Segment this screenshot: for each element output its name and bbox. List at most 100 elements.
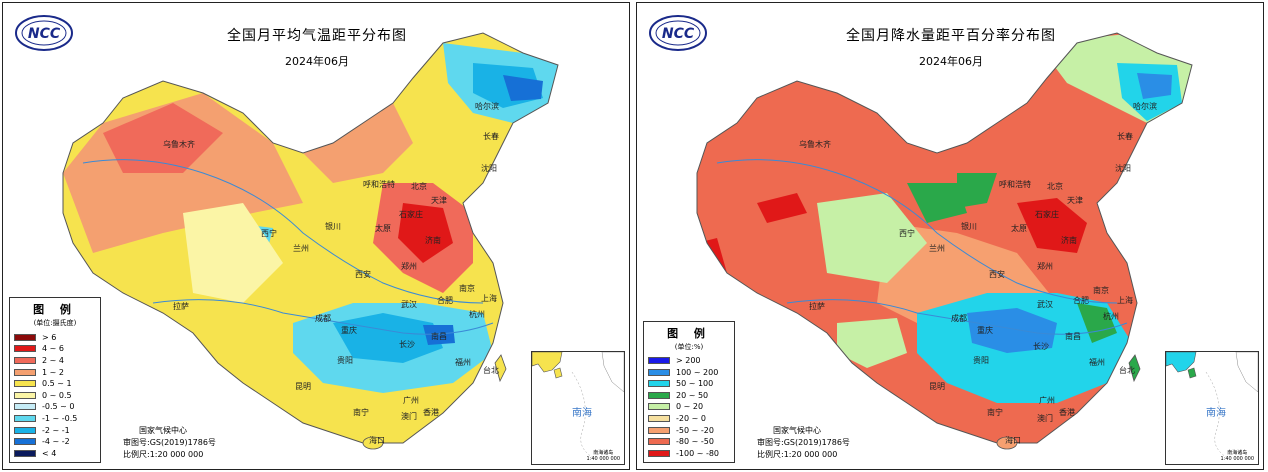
legend-item: 0 ~ 0.5 xyxy=(10,389,100,401)
city-label: 合肥 xyxy=(437,296,453,305)
legend-item: -20 ~ 0 xyxy=(644,413,734,425)
precipitation-map-subtitle: 2024年06月 xyxy=(919,55,983,68)
city-label: 广州 xyxy=(403,396,419,405)
inset-map xyxy=(532,352,624,458)
city-label: 南宁 xyxy=(987,408,1003,417)
legend-swatch xyxy=(648,368,670,376)
temperature-map xyxy=(62,32,559,450)
city-label: 南京 xyxy=(459,284,475,293)
legend-swatch xyxy=(14,414,36,422)
legend-item: -80 ~ -50 xyxy=(644,436,734,448)
legend-unit: (单位:%) xyxy=(674,342,704,351)
city-label: 澳门 xyxy=(401,412,417,421)
city-label: 上海 xyxy=(481,294,497,303)
city-label: 沈阳 xyxy=(481,164,497,173)
svg-text:NCC: NCC xyxy=(28,26,61,42)
city-label: 西宁 xyxy=(899,229,915,238)
city-label: 长沙 xyxy=(1033,342,1049,351)
legend-swatch xyxy=(648,403,670,411)
city-label: 济南 xyxy=(1061,236,1077,245)
legend-swatch xyxy=(14,333,36,341)
city-label: 台北 xyxy=(483,366,499,375)
legend-swatch xyxy=(14,438,36,446)
city-label: 哈尔滨 xyxy=(475,102,499,111)
legend-item: 4 ~ 6 xyxy=(10,343,100,355)
city-label: 武汉 xyxy=(401,300,417,309)
city-label: 郑州 xyxy=(401,262,417,271)
legend-swatch xyxy=(14,368,36,376)
legend-item: -1 ~ -0.5 xyxy=(10,413,100,425)
inset-scale: 南海诸岛 1:40 000 000 xyxy=(1220,450,1255,462)
city-label: 乌鲁木齐 xyxy=(163,140,195,149)
precipitation-map xyxy=(696,32,1193,450)
legend-item: -2 ~ -1 xyxy=(10,424,100,436)
legend-item: 100 ~ 200 xyxy=(644,366,734,378)
city-label: 兰州 xyxy=(293,244,309,253)
city-label: 重庆 xyxy=(977,326,993,335)
city-label: 南京 xyxy=(1093,286,1109,295)
city-label: 杭州 xyxy=(469,310,485,319)
city-label: 石家庄 xyxy=(1035,210,1059,219)
city-label: 郑州 xyxy=(1037,262,1053,271)
map-credits: 国家气候中心 审图号:GS(2019)1786号 比例尺:1:20 000 00… xyxy=(123,425,216,461)
legend-swatch xyxy=(648,414,670,422)
legend-item: -0.5 ~ 0 xyxy=(10,401,100,413)
inset-sea-label: 南海 xyxy=(1206,408,1226,419)
map-credits: 国家气候中心 审图号:GS(2019)1786号 比例尺:1:20 000 00… xyxy=(757,425,850,461)
city-label: 广州 xyxy=(1039,396,1055,405)
city-label: 天津 xyxy=(1067,196,1083,205)
legend-swatch xyxy=(648,380,670,388)
temperature-map-title: 全国月平均气温距平分布图 xyxy=(227,28,407,44)
inset-map xyxy=(1166,352,1258,458)
city-label: 天津 xyxy=(431,196,447,205)
precipitation-legend: 图 例 (单位:%) > 200 100 ~ 200 50 ~ 100 20 ~… xyxy=(643,320,735,463)
city-label: 海口 xyxy=(1005,436,1021,445)
city-label: 昆明 xyxy=(295,382,311,391)
city-label: 太原 xyxy=(375,224,391,233)
city-label: 西宁 xyxy=(261,229,277,238)
legend-swatch xyxy=(648,426,670,434)
precipitation-map-title: 全国月降水量距平百分率分布图 xyxy=(846,28,1056,44)
city-label: 武汉 xyxy=(1037,300,1053,309)
city-label: 上海 xyxy=(1117,296,1133,305)
inset-sea-label: 南海 xyxy=(572,408,592,419)
city-label: 西安 xyxy=(989,270,1005,279)
legend-swatch xyxy=(14,391,36,399)
city-label: 西安 xyxy=(355,270,371,279)
credits-center: 国家气候中心 xyxy=(139,426,187,435)
precipitation-map-panel: NCC 全国月降水量距平百分率分布图 2024年06月 哈尔滨 长春 沈阳 呼和… xyxy=(636,2,1264,470)
legend-swatch xyxy=(14,426,36,434)
south-china-sea-inset: 南海 南海诸岛 1:40 000 000 xyxy=(531,351,625,465)
credits-approval: 审图号:GS(2019)1786号 xyxy=(757,438,850,447)
legend-swatch xyxy=(648,438,670,446)
city-label: 成都 xyxy=(951,314,967,323)
legend-swatch xyxy=(14,380,36,388)
city-label: 贵阳 xyxy=(337,356,353,365)
ncc-logo: NCC xyxy=(15,15,73,51)
credits-center: 国家气候中心 xyxy=(773,426,821,435)
city-label: 北京 xyxy=(1047,182,1063,191)
city-label: 福州 xyxy=(455,358,471,367)
city-label: 合肥 xyxy=(1073,296,1089,305)
city-label: 太原 xyxy=(1011,224,1027,233)
city-label: 台北 xyxy=(1119,366,1135,375)
city-label: 重庆 xyxy=(341,326,357,335)
legend-item: < 4 xyxy=(10,447,100,459)
city-label: 石家庄 xyxy=(399,210,423,219)
city-label: 长春 xyxy=(483,132,499,141)
temperature-legend: 图 例 (单位:摄氏度) > 6 4 ~ 6 2 ~ 4 1 ~ 2 0.5 ~… xyxy=(9,297,101,463)
city-label: 兰州 xyxy=(929,244,945,253)
legend-swatch xyxy=(14,345,36,353)
svg-text:NCC: NCC xyxy=(662,26,695,42)
city-label: 贵阳 xyxy=(973,356,989,365)
legend-item: 0.5 ~ 1 xyxy=(10,378,100,390)
city-label: 北京 xyxy=(411,182,427,191)
legend-item: -4 ~ -2 xyxy=(10,436,100,448)
city-label: 银川 xyxy=(961,222,977,231)
temperature-map-panel: NCC 全国月平均气温距平分布图 2024年06月 哈尔滨 长春 沈阳 呼和浩特… xyxy=(2,2,630,470)
credits-scale: 比例尺:1:20 000 000 xyxy=(757,450,838,459)
city-label: 乌鲁木齐 xyxy=(799,140,831,149)
city-label: 杭州 xyxy=(1103,312,1119,321)
inset-scale: 南海诸岛 1:40 000 000 xyxy=(586,450,621,462)
legend-title: 图 例 xyxy=(667,326,711,340)
